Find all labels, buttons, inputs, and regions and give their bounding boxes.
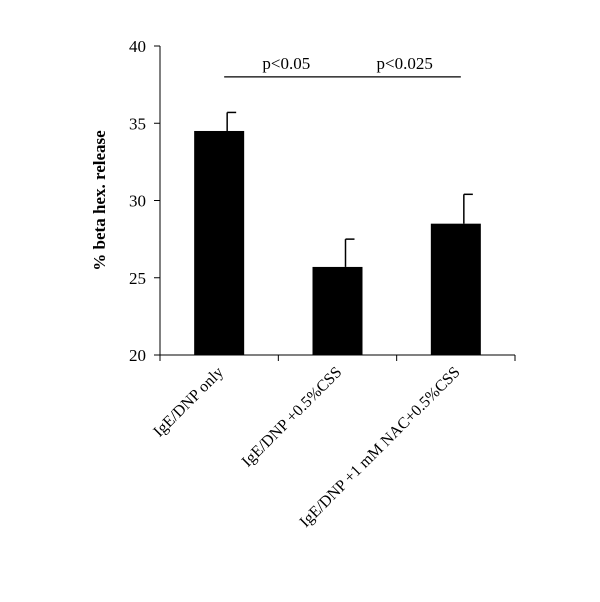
y-tick-label: 20 [129,346,146,365]
bar [430,223,481,355]
y-tick-label: 30 [129,192,146,211]
y-axis-label: % beta hex. release [90,130,109,271]
y-tick-label: 25 [129,269,146,288]
bars [194,130,481,355]
y-tick-label: 40 [129,37,146,56]
significance-label: p<0.025 [376,54,432,73]
significance-label: p<0.05 [262,54,310,73]
annotations: p<0.05 p<0.025 [224,54,461,78]
bar [194,130,245,355]
error-bars [226,111,473,267]
category-label: IgE/DNP +0.5%CSS [239,364,346,471]
y-tick-label: 35 [129,114,146,133]
category-label: IgE/DNP only [150,364,227,441]
bar [312,266,363,355]
